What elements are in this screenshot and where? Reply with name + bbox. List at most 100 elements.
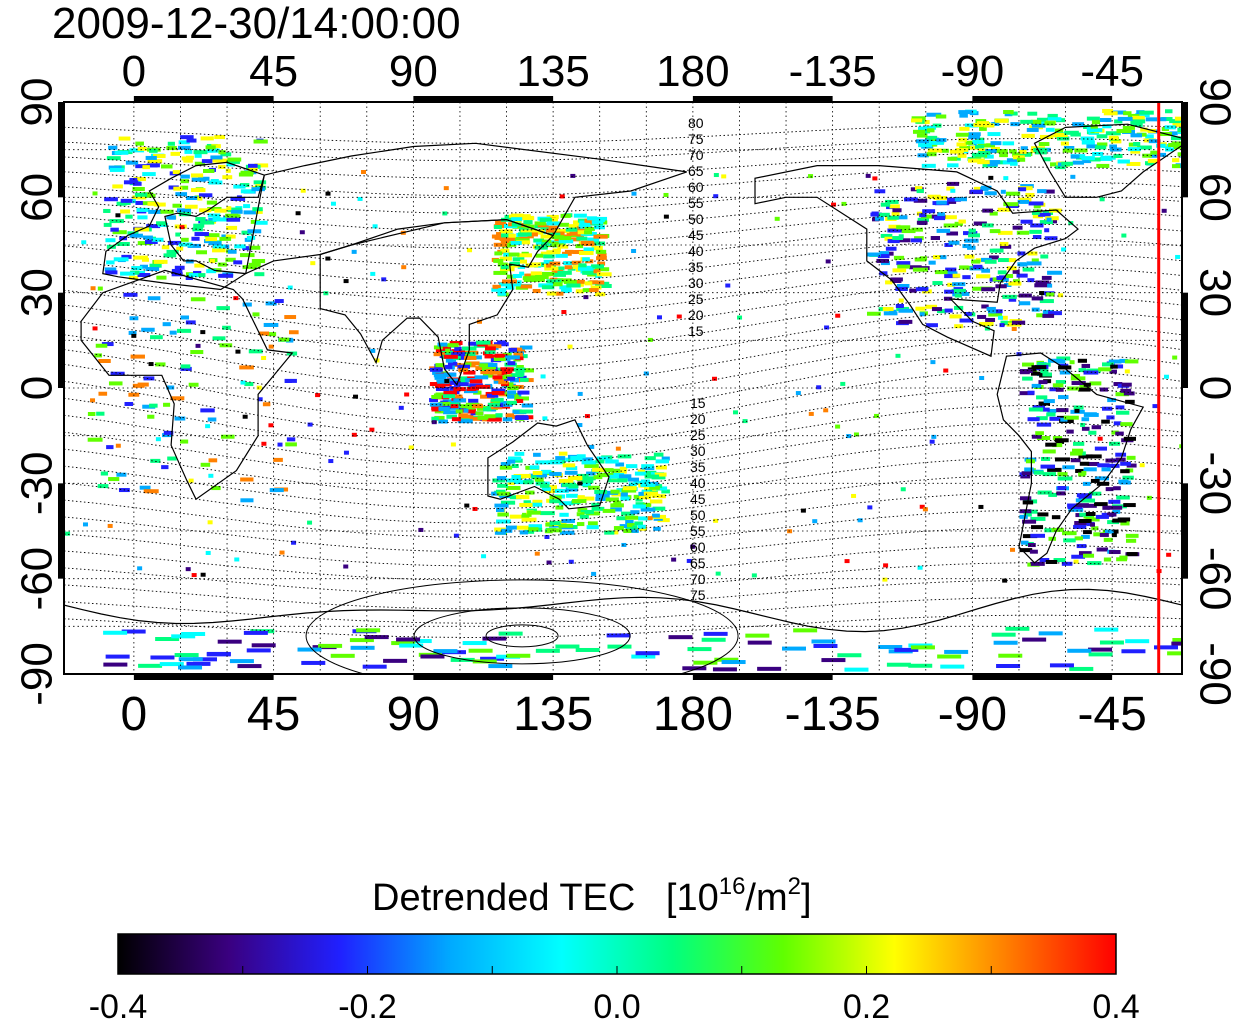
tec-cell <box>895 286 908 291</box>
tec-cell <box>443 186 449 191</box>
tec-cell <box>92 191 98 196</box>
tec-cell <box>218 164 226 169</box>
tec-cell <box>440 404 451 409</box>
tec-cell <box>1056 356 1071 361</box>
tec-cell <box>949 314 962 319</box>
tec-cell <box>178 242 193 247</box>
tec-cell <box>445 348 451 353</box>
tec-cell <box>1012 225 1023 230</box>
tec-cell <box>885 280 893 285</box>
tec-cell <box>497 483 508 488</box>
magnetic-contour <box>64 614 1182 638</box>
tec-cell <box>1033 147 1048 152</box>
tec-cell <box>651 513 660 518</box>
tec-cell <box>473 355 482 360</box>
coastline <box>319 218 555 387</box>
tec-cell <box>570 173 576 178</box>
tec-cell <box>225 257 236 262</box>
tec-cell <box>514 396 530 401</box>
tec-cell <box>597 473 610 478</box>
tec-cell <box>343 279 349 284</box>
tec-cell <box>594 225 605 230</box>
tec-cell <box>125 160 139 165</box>
tec-cell <box>1077 358 1087 363</box>
tec-cell <box>533 452 541 457</box>
tec-cell <box>1099 117 1112 122</box>
tec-cell <box>115 443 121 448</box>
lon-tick-label-bottom: 135 <box>513 688 593 741</box>
tec-cell <box>209 259 215 264</box>
tec-cell <box>663 214 669 219</box>
tec-cell <box>507 361 516 366</box>
tec-cell <box>1125 533 1139 538</box>
tec-cell <box>507 394 515 399</box>
tec-cell <box>575 289 585 294</box>
tec-cell <box>523 220 533 225</box>
tec-cell <box>494 527 506 532</box>
tec-cell <box>579 457 593 462</box>
tec-cell <box>651 493 660 498</box>
tec-cell <box>1101 419 1110 424</box>
tec-cell <box>963 231 978 236</box>
tec-cell <box>604 530 615 535</box>
tec-cell <box>227 249 237 254</box>
tec-cell <box>661 489 670 494</box>
tec-cell <box>512 273 522 278</box>
tec-cell <box>596 255 607 260</box>
tec-cell <box>454 346 462 351</box>
tec-cell <box>1046 217 1052 222</box>
tec-cell <box>130 354 145 359</box>
lon-tick-label-top: 135 <box>516 47 589 96</box>
tec-cell <box>541 285 555 290</box>
tec-cell <box>1008 281 1022 286</box>
tec-cell <box>1038 212 1051 217</box>
tec-cell <box>1030 223 1044 228</box>
tec-cell <box>1054 457 1070 462</box>
tec-cell <box>506 459 516 464</box>
tec-cell <box>1000 189 1006 194</box>
tec-cell <box>516 240 531 245</box>
tec-cell <box>558 239 574 244</box>
tec-cell <box>450 404 459 409</box>
tec-cell <box>147 414 155 419</box>
tec-cell <box>195 273 206 278</box>
tec-cell <box>916 189 924 194</box>
tec-cell <box>129 148 145 153</box>
tec-cell <box>963 265 975 270</box>
tec-cell <box>813 643 838 648</box>
tec-cell <box>1102 109 1114 114</box>
tec-cell <box>882 307 894 312</box>
tec-cell <box>186 155 194 160</box>
lon-tick-label-bottom: 180 <box>653 688 733 741</box>
tec-cell <box>544 266 559 271</box>
tec-cell <box>898 234 904 239</box>
tec-cell <box>653 526 661 531</box>
tec-cell <box>885 246 897 251</box>
tec-cell <box>444 379 450 384</box>
tec-cell <box>120 200 131 205</box>
tec-cell <box>147 159 163 164</box>
tec-cell <box>528 524 543 529</box>
tec-cell <box>1099 197 1105 202</box>
tec-cell <box>509 495 522 500</box>
tec-cell <box>1073 405 1084 410</box>
tec-cell <box>879 251 890 256</box>
tec-cell <box>1031 383 1042 388</box>
tec-cell <box>323 291 329 296</box>
tec-cell <box>985 148 997 153</box>
tec-cell <box>199 208 212 213</box>
tec-cell <box>1119 480 1131 485</box>
tec-cell <box>511 213 524 218</box>
tec-cell <box>219 236 232 241</box>
tec-cell <box>1072 122 1085 127</box>
magnetic-contour <box>64 544 1182 581</box>
tec-cell <box>170 396 185 401</box>
axis-labels: 0045459090135135180180-135-135-90-90-45-… <box>13 47 1240 741</box>
tec-cell <box>330 201 336 206</box>
tec-cell <box>968 145 981 150</box>
tec-cell <box>944 289 954 294</box>
tec-cell <box>808 411 814 416</box>
tec-cell <box>1070 376 1086 381</box>
tec-cell <box>192 227 203 232</box>
